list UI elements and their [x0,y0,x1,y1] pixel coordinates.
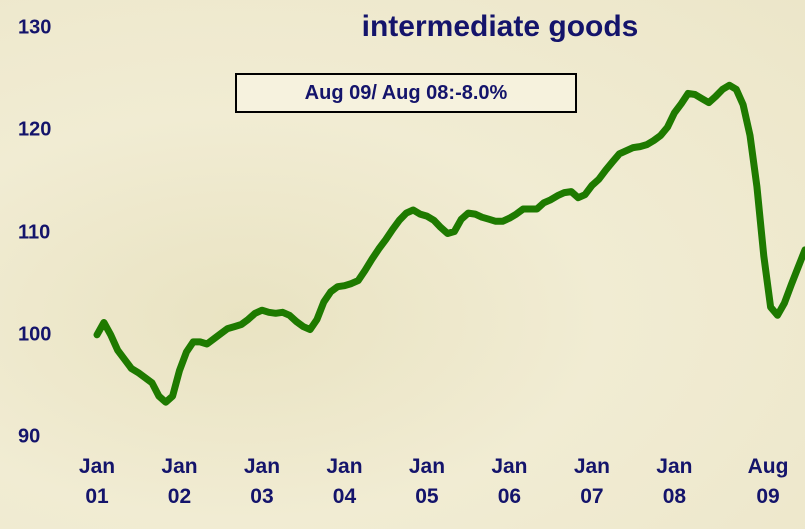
y-tick-label: 120 [18,119,78,142]
x-tick-label: Jan 05 [392,452,462,512]
chart: intermediate goods Aug 09/ Aug 08:-8.0% … [0,0,805,529]
annotation: Aug 09/ Aug 08:-8.0% [235,73,577,113]
x-tick-label: Jan 08 [639,452,709,512]
chart-title: intermediate goods [300,10,700,44]
x-tick-label: Jan 07 [557,452,627,512]
x-tick-label: Aug 09 [733,452,803,512]
x-tick-label: Jan 02 [144,452,214,512]
y-tick-label: 110 [18,221,78,244]
x-tick-label: Jan 06 [474,452,544,512]
y-tick-label: 130 [18,17,78,40]
data-line [97,85,805,402]
x-tick-label: Jan 04 [309,452,379,512]
y-tick-label: 100 [18,323,78,346]
y-tick-label: 90 [18,426,78,449]
x-tick-label: Jan 03 [227,452,297,512]
x-tick-label: Jan 01 [62,452,132,512]
